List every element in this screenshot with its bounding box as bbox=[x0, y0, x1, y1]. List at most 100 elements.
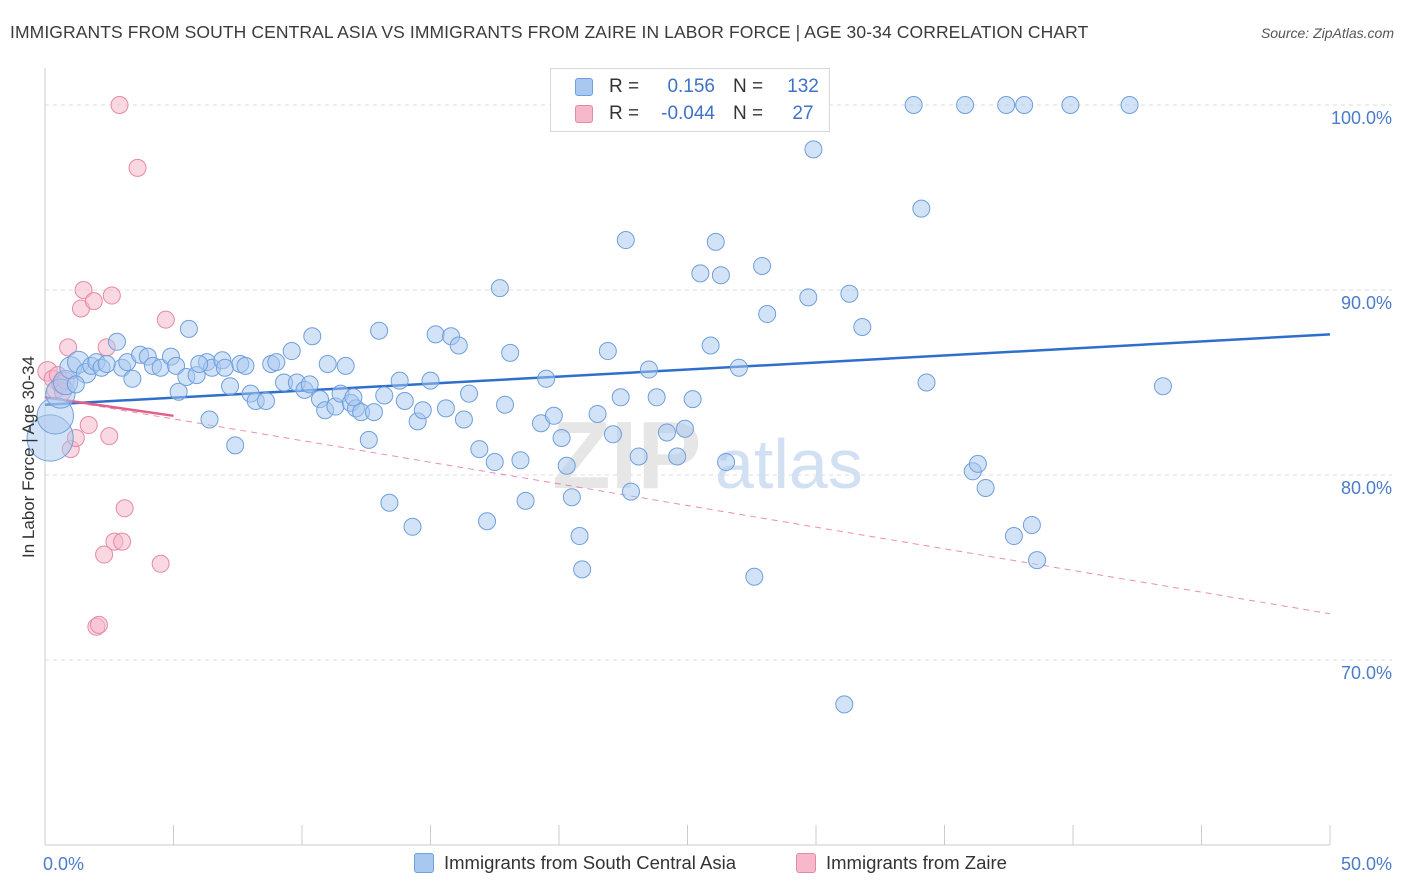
bottom-legend-series-1: Immigrants from South Central Asia bbox=[414, 852, 736, 874]
data-point-south-central-asia bbox=[912, 199, 931, 218]
y-tick-label: 100.0% bbox=[1331, 108, 1392, 128]
data-point-south-central-asia bbox=[454, 410, 473, 429]
data-point-south-central-asia bbox=[557, 456, 576, 475]
data-point-south-central-asia bbox=[375, 386, 394, 405]
legend-n-label: N = bbox=[733, 103, 764, 124]
data-point-south-central-asia bbox=[501, 343, 520, 362]
data-point-south-central-asia bbox=[675, 419, 694, 438]
y-tick-label: 90.0% bbox=[1341, 293, 1392, 313]
data-point-zaire bbox=[79, 416, 98, 435]
data-point-zaire bbox=[84, 292, 103, 311]
data-point-south-central-asia bbox=[380, 493, 399, 512]
data-point-south-central-asia bbox=[570, 527, 589, 546]
bottom-legend-series-2: Immigrants from Zaire bbox=[796, 852, 1007, 874]
legend-r-label: R = bbox=[609, 76, 640, 97]
data-point-south-central-asia bbox=[1153, 377, 1172, 396]
data-point-south-central-asia bbox=[804, 140, 823, 159]
x-tick-label-min: 0.0% bbox=[43, 854, 84, 874]
legend-row-series-2: R = -0.044 N = 27 bbox=[551, 100, 829, 128]
data-point-south-central-asia bbox=[668, 447, 687, 466]
data-point-south-central-asia bbox=[282, 342, 301, 361]
legend-swatch-blue bbox=[575, 78, 593, 96]
data-point-south-central-asia bbox=[904, 96, 923, 114]
data-point-south-central-asia bbox=[516, 491, 535, 510]
data-point-south-central-asia bbox=[647, 388, 666, 407]
data-point-south-central-asia bbox=[436, 399, 455, 418]
y-tick-labels: 70.0% 80.0% 90.0% 100.0% bbox=[1331, 108, 1392, 683]
data-point-south-central-asia bbox=[390, 371, 409, 390]
data-point-south-central-asia bbox=[1022, 515, 1041, 534]
data-point-south-central-asia bbox=[588, 404, 607, 423]
data-point-zaire bbox=[95, 545, 114, 564]
watermark-atlas: atlas bbox=[715, 425, 863, 503]
data-point-south-central-asia bbox=[544, 406, 563, 425]
data-point-south-central-asia bbox=[478, 512, 497, 531]
legend-r-value: -0.044 bbox=[661, 103, 715, 124]
data-point-south-central-asia bbox=[318, 355, 337, 373]
data-point-south-central-asia bbox=[729, 358, 748, 377]
data-point-south-central-asia bbox=[552, 429, 571, 447]
legend-swatch-pink bbox=[575, 105, 593, 123]
data-point-south-central-asia bbox=[621, 482, 640, 501]
data-point-south-central-asia bbox=[403, 517, 422, 536]
data-point-south-central-asia bbox=[706, 232, 725, 251]
data-point-south-central-asia bbox=[215, 358, 234, 377]
data-point-zaire bbox=[128, 158, 147, 177]
legend-n-label: N = bbox=[733, 76, 764, 97]
data-point-zaire bbox=[151, 554, 170, 573]
data-point-south-central-asia bbox=[179, 319, 198, 338]
data-point-south-central-asia bbox=[701, 336, 720, 355]
data-point-south-central-asia bbox=[745, 567, 764, 586]
data-point-south-central-asia bbox=[956, 96, 975, 114]
data-point-south-central-asia bbox=[562, 488, 581, 507]
data-point-south-central-asia bbox=[598, 342, 617, 361]
data-point-south-central-asia bbox=[257, 392, 276, 410]
data-point-south-central-asia bbox=[226, 436, 245, 455]
data-point-south-central-asia bbox=[107, 332, 126, 351]
data-point-south-central-asia bbox=[336, 356, 355, 375]
data-point-south-central-asia bbox=[840, 284, 859, 303]
data-point-south-central-asia bbox=[717, 453, 736, 472]
data-point-south-central-asia bbox=[421, 371, 440, 390]
chart-title: IMMIGRANTS FROM SOUTH CENTRAL ASIA VS IM… bbox=[10, 22, 1089, 42]
data-point-south-central-asia bbox=[691, 264, 710, 283]
data-point-zaire bbox=[74, 281, 93, 299]
data-point-south-central-asia bbox=[537, 369, 556, 388]
data-point-south-central-asia bbox=[603, 425, 622, 444]
data-point-south-central-asia bbox=[511, 451, 530, 470]
data-point-south-central-asia bbox=[573, 560, 592, 579]
data-point-south-central-asia bbox=[853, 318, 872, 336]
data-point-zaire bbox=[115, 499, 134, 518]
data-point-south-central-asia bbox=[303, 327, 322, 346]
data-point-south-central-asia bbox=[267, 353, 286, 372]
data-point-zaire bbox=[100, 427, 119, 446]
data-point-south-central-asia bbox=[97, 355, 116, 373]
data-point-south-central-asia bbox=[413, 401, 432, 420]
x-tick-label-max: 50.0% bbox=[1341, 854, 1392, 874]
data-point-south-central-asia bbox=[190, 355, 209, 373]
bottom-legend-swatch-pink bbox=[796, 853, 816, 873]
legend-row-series-1: R = 0.156 N = 132 bbox=[551, 73, 829, 101]
data-point-south-central-asia bbox=[1004, 527, 1023, 546]
data-point-south-central-asia bbox=[300, 375, 319, 394]
data-point-zaire bbox=[113, 532, 132, 551]
data-point-south-central-asia bbox=[221, 377, 240, 396]
legend-r-label: R = bbox=[609, 103, 640, 124]
data-point-south-central-asia bbox=[344, 388, 363, 407]
trend-line-zaire-dashed bbox=[44, 396, 1331, 615]
legend-box: R = 0.156 N = 132 R = -0.044 N = 27 bbox=[550, 68, 830, 132]
data-point-south-central-asia bbox=[370, 321, 389, 340]
data-point-south-central-asia bbox=[799, 288, 818, 307]
data-point-south-central-asia bbox=[123, 369, 142, 388]
data-point-south-central-asia bbox=[490, 279, 509, 298]
legend-n-value: 132 bbox=[787, 76, 819, 97]
data-point-south-central-asia bbox=[611, 388, 630, 407]
data-point-south-central-asia bbox=[683, 390, 702, 409]
data-point-south-central-asia bbox=[968, 454, 987, 473]
y-tick-label: 80.0% bbox=[1341, 478, 1392, 498]
data-point-south-central-asia bbox=[753, 256, 772, 275]
data-point-zaire bbox=[156, 310, 175, 329]
data-point-south-central-asia bbox=[997, 96, 1016, 114]
data-point-zaire bbox=[89, 615, 108, 634]
